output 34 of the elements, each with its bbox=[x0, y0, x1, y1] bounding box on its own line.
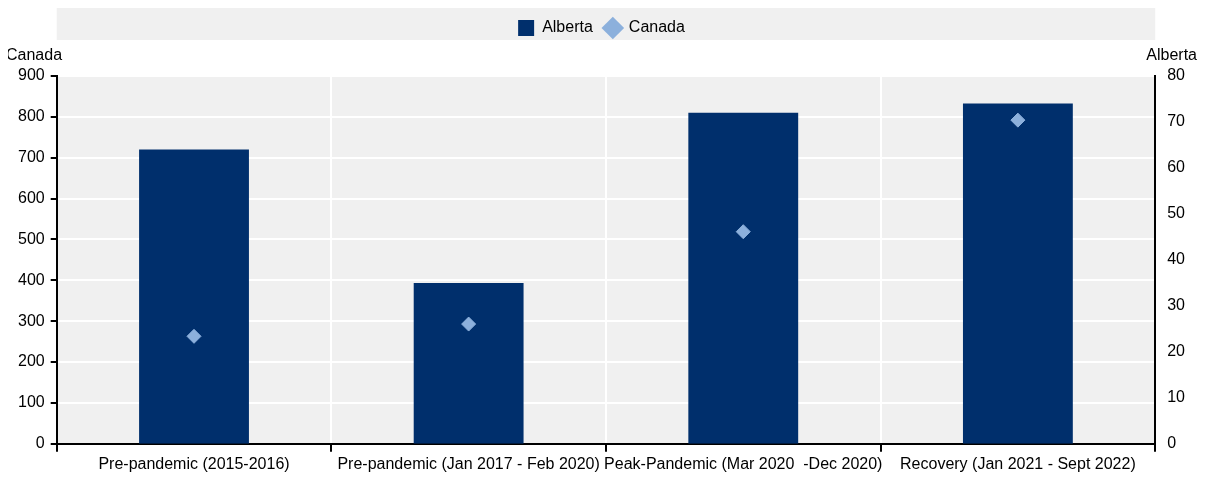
x-tick-label: Peak-Pandemic (Mar 2020 -Dec 2020) bbox=[604, 454, 883, 472]
y-tick-label: 900 bbox=[17, 66, 45, 84]
y2-tick-label: 20 bbox=[1167, 342, 1186, 360]
bar bbox=[413, 282, 524, 444]
y-tick-label: 300 bbox=[17, 311, 45, 329]
y2-tick-label: 60 bbox=[1167, 158, 1186, 176]
y2-axis-title: Alberta bbox=[1146, 46, 1198, 64]
y2-tick-label: 0 bbox=[1167, 434, 1177, 452]
y-tick-label: 500 bbox=[17, 229, 45, 247]
y-tick-label: 800 bbox=[17, 107, 45, 125]
y-tick-label: 400 bbox=[17, 270, 45, 288]
bar bbox=[139, 149, 249, 444]
y2-tick-label: 40 bbox=[1167, 250, 1186, 268]
point bbox=[186, 328, 202, 344]
y2-tick-label: 10 bbox=[1167, 388, 1186, 406]
y2-tick-label: 50 bbox=[1167, 204, 1186, 222]
y-tick-label: 0 bbox=[35, 434, 45, 452]
point bbox=[1010, 112, 1026, 128]
bar bbox=[688, 112, 799, 444]
y2-tick-label: 80 bbox=[1167, 66, 1186, 84]
y2-tick-label: 70 bbox=[1167, 112, 1186, 130]
point bbox=[461, 316, 477, 332]
x-tick-label: Pre-pandemic (2015-2016) bbox=[98, 454, 290, 472]
bar bbox=[962, 103, 1073, 444]
point bbox=[735, 224, 751, 240]
x-tick-label: Pre-pandemic (Jan 2017 - Feb 2020) bbox=[337, 454, 600, 472]
x-tick-label: Recovery (Jan 2021 - Sept 2022) bbox=[900, 454, 1136, 472]
y-tick-label: 100 bbox=[17, 393, 45, 411]
legend-label: Canada bbox=[628, 18, 685, 36]
y-tick-label: 700 bbox=[17, 148, 45, 166]
y2-tick-label: 30 bbox=[1167, 296, 1186, 314]
y-tick-label: 600 bbox=[17, 189, 45, 207]
legend-label: Alberta bbox=[542, 18, 593, 36]
y-tick-label: 200 bbox=[17, 352, 45, 370]
